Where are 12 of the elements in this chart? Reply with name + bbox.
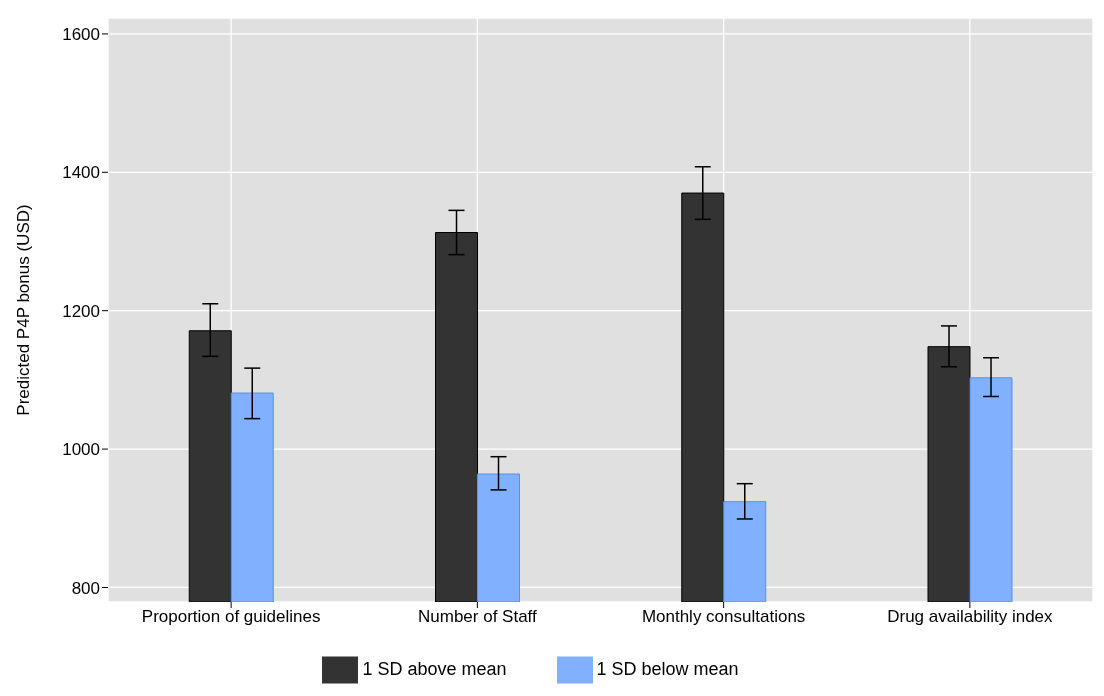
y-tick-label: 1600 bbox=[62, 24, 100, 44]
y-axis-title: Predicted P4P bonus (USD) bbox=[14, 204, 34, 416]
x-tick-label: Number of Staff bbox=[418, 607, 538, 627]
y-tick-label: 1200 bbox=[62, 301, 100, 321]
y-tick-label: 1400 bbox=[62, 163, 100, 183]
legend-label: 1 SD below mean bbox=[596, 658, 739, 679]
legend-label: 1 SD above mean bbox=[362, 658, 507, 679]
y-tick-label: 800 bbox=[71, 578, 100, 598]
x-tick-label: Proportion of guidelines bbox=[141, 607, 321, 627]
x-tick-label: Drug availability index bbox=[887, 607, 1054, 627]
x-tick-label: Monthly consultations bbox=[641, 607, 806, 627]
y-tick-label: 1000 bbox=[62, 440, 100, 460]
